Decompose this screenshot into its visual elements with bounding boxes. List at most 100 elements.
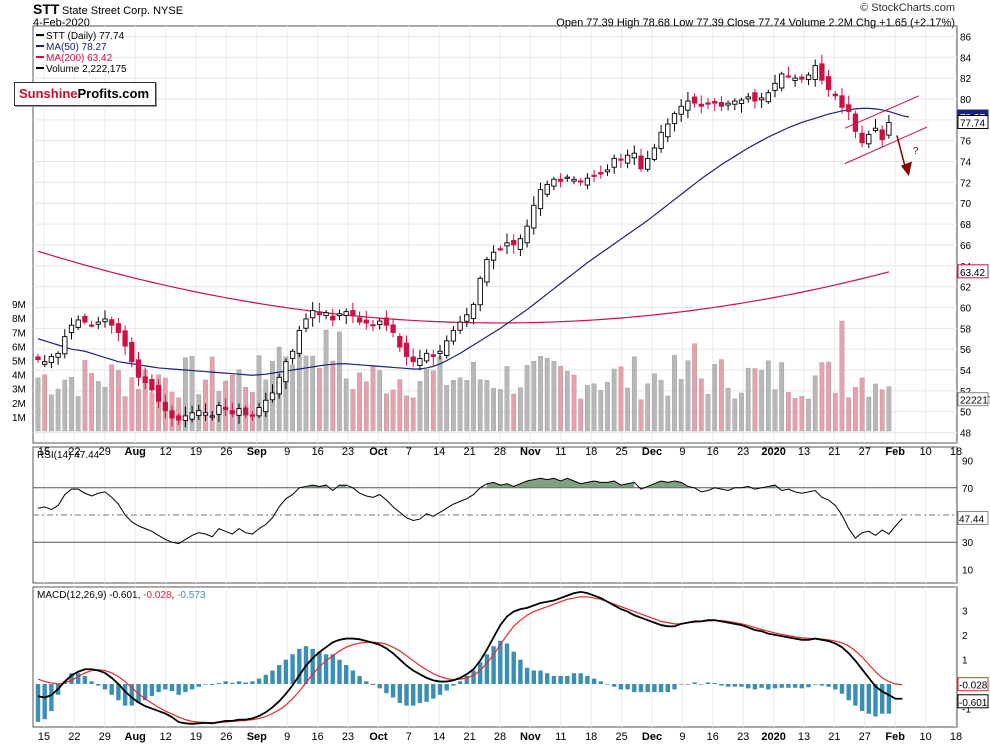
candle-body [517, 238, 524, 250]
rsi-legend: RSI(14) 47.44 [37, 450, 100, 461]
candle-body [390, 324, 396, 333]
macd-hist-bar [779, 684, 784, 688]
macd-hist-bar [859, 684, 865, 712]
macd-hist-bar [886, 684, 892, 714]
macd-hist-bar [256, 678, 262, 685]
candle-body [537, 189, 544, 210]
volume-bar [497, 389, 503, 432]
volume-bar [49, 394, 54, 432]
chart-date: 4-Feb-2020 [33, 17, 90, 29]
volume-bar [638, 399, 644, 432]
candle-body [323, 312, 329, 317]
volume-bar [591, 383, 597, 432]
volume-bar [611, 368, 617, 432]
volume-bar [404, 395, 409, 432]
rsi-tick-label: 70 [962, 484, 974, 495]
macd-hist-bar [350, 670, 356, 685]
candle-body [511, 240, 517, 246]
macd-line [37, 590, 903, 725]
macd-hist-bar [210, 684, 215, 686]
macd-hist-bar [149, 684, 155, 696]
macd-hist-bar [250, 681, 255, 685]
macd-hist-bar [297, 648, 302, 685]
candle-body [336, 313, 343, 317]
x-label-top: Aug [125, 446, 146, 458]
candle-body [55, 352, 61, 358]
macd-hist-bar [270, 670, 275, 685]
candle-body [718, 102, 725, 107]
volume-bar [618, 366, 624, 432]
macd-hist-bar [42, 684, 47, 720]
volume-bar [390, 389, 396, 432]
volume-bar [544, 358, 550, 432]
macd-hist-bar [786, 684, 791, 688]
candle-body [109, 319, 115, 326]
macd-hist-bar [129, 684, 134, 706]
candle-body [678, 105, 684, 115]
price-tick-label: 82 [960, 74, 972, 85]
candle-body [624, 154, 631, 164]
candle-body [310, 310, 316, 319]
price-tick-label: 76 [960, 137, 972, 148]
macd-hist-bar [665, 684, 670, 693]
macd-hist-bar [846, 684, 851, 701]
candle-body [289, 350, 296, 359]
macd-hist-bar [89, 681, 94, 685]
macd-hist-bar [880, 684, 885, 714]
macd-hist-bar [431, 684, 436, 699]
macd-hist-bar [618, 684, 624, 690]
rsi-tick-label: 90 [962, 457, 974, 468]
macd-hist-bar [143, 684, 148, 701]
watermark: © StockCharts.com [860, 2, 955, 14]
x-label-top: 11 [555, 446, 566, 458]
candle-body [745, 96, 751, 100]
volume-bar [457, 377, 463, 432]
volume-bar [410, 397, 416, 432]
macd-hist-bar [223, 681, 228, 685]
volume-bar [55, 388, 61, 432]
volume-bar [873, 383, 878, 432]
macd-hist-bar [719, 684, 724, 686]
volume-bar [625, 387, 630, 432]
macd-hist-bar [364, 681, 369, 685]
ma200-tag: 63.42 [960, 268, 985, 279]
macd-hist-bar [813, 684, 818, 685]
rsi-tag-box [957, 510, 989, 525]
macd-hist-bar [591, 678, 597, 685]
candle-body [350, 310, 356, 317]
volume-bar [491, 387, 496, 432]
macd-hist-bar [451, 684, 456, 686]
x-label-bottom: 19 [190, 731, 202, 743]
volume-bar [62, 379, 68, 432]
macd-signal-line [37, 596, 903, 724]
x-label-top: 2020 [761, 446, 785, 458]
price-panel-frame [32, 25, 958, 444]
macd-hist-bar [873, 684, 878, 717]
x-label-bottom: 13 [798, 731, 810, 743]
volume-bar [879, 389, 885, 432]
volume-bar [846, 397, 852, 432]
x-label-bottom: 29 [99, 731, 111, 743]
candle-body [162, 401, 168, 412]
legend-ma50: MA(50) 78.27 [46, 42, 107, 53]
candle-body [403, 342, 410, 357]
x-label-top: 25 [615, 446, 627, 458]
candle-body [48, 356, 55, 364]
x-label-bottom: 12 [159, 731, 171, 743]
macd-hist-bar [531, 670, 536, 685]
x-label-top: 19 [190, 446, 202, 458]
x-label-top: 14 [433, 446, 445, 458]
candle-body [176, 415, 182, 421]
legend-volume: Volume 2,222,175 [46, 64, 127, 75]
volume-bar [578, 398, 584, 432]
volume-bar [806, 398, 811, 432]
volume-bar [685, 360, 691, 432]
volume-bar [538, 356, 543, 432]
candle-body [611, 157, 617, 168]
volume-bar [772, 389, 778, 432]
candle-body [383, 317, 390, 326]
volume-bar [678, 379, 684, 432]
macd-hist-bar [551, 675, 557, 685]
x-label-top: 28 [494, 446, 506, 458]
volume-bar [866, 396, 872, 432]
